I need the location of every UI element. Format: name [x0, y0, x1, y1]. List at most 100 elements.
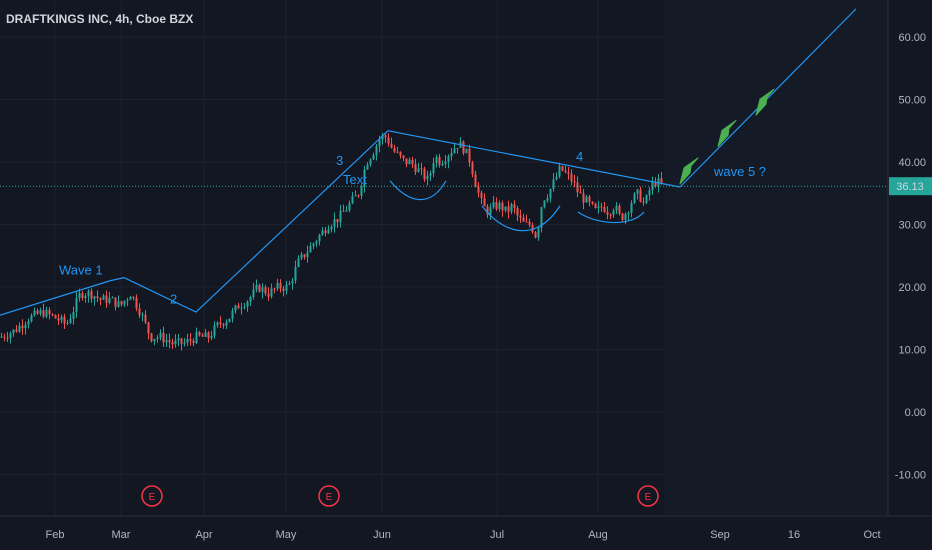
candle-body — [3, 336, 6, 338]
candle-body — [66, 322, 69, 324]
price-axis[interactable]: 60.00 50.00 40.00 30.00 20.00 10.00 0.00 -10.00 — [895, 32, 926, 482]
candle-body — [303, 254, 306, 258]
candle-body — [474, 174, 477, 187]
candle-body — [639, 189, 642, 202]
candle-body — [375, 146, 378, 155]
candle-body — [591, 201, 594, 204]
candle-body — [354, 195, 357, 197]
candle-body — [342, 210, 345, 212]
candle-body — [162, 332, 165, 343]
candle-body — [516, 207, 519, 216]
candle-body — [531, 224, 534, 233]
candle-body — [225, 321, 228, 326]
candle-body — [249, 297, 252, 302]
earnings-marker-label: E — [645, 492, 652, 503]
candle-body — [537, 227, 540, 238]
candle-body — [348, 203, 351, 211]
candle-body — [570, 173, 573, 182]
candle-body — [291, 280, 294, 284]
candle-body — [144, 314, 147, 323]
candle-body — [432, 163, 435, 174]
annotation-label: 2 — [170, 291, 177, 306]
candle-body — [30, 315, 33, 322]
candle-body — [402, 155, 405, 159]
candle-body — [540, 207, 543, 228]
drawings[interactable] — [0, 8, 857, 316]
x-tick-label: May — [276, 529, 297, 541]
candle-body — [468, 148, 471, 163]
candle-body — [15, 329, 18, 332]
bullish-arrow — [679, 157, 699, 185]
candle-body — [90, 290, 93, 299]
candle-body — [456, 147, 459, 149]
candle-body — [198, 332, 201, 336]
candle-body — [594, 203, 597, 208]
candle-body — [75, 297, 78, 312]
candle-body — [222, 324, 225, 326]
candle-body — [396, 151, 399, 153]
candle-body — [273, 288, 276, 290]
candle-body — [657, 178, 660, 186]
candle-body — [606, 211, 609, 215]
candle-body — [36, 310, 39, 314]
time-axis[interactable]: Feb Mar Apr May Jun Jul Aug Sep 16 Oct — [46, 529, 881, 541]
candle-body — [306, 252, 309, 258]
x-tick-label: Apr — [195, 529, 212, 541]
candle-body — [72, 311, 75, 319]
candle-body — [408, 159, 411, 165]
x-tick-label: Jul — [490, 529, 504, 541]
x-tick-label: Feb — [46, 529, 65, 541]
candle-body — [111, 297, 114, 299]
x-tick-label: Mar — [112, 529, 131, 541]
candle-body — [156, 337, 159, 339]
candle-body — [84, 296, 87, 299]
candle-body — [312, 243, 315, 246]
candle-body — [282, 288, 285, 291]
candle-body — [51, 314, 54, 316]
x-tick-label: Sep — [710, 529, 730, 541]
candle-body — [18, 325, 21, 332]
y-tick-label: 30.00 — [898, 220, 926, 232]
candle-body — [513, 204, 516, 208]
candle-body — [648, 190, 651, 196]
candle-body — [45, 309, 48, 317]
candle-body — [660, 178, 663, 184]
y-tick-label: -10.00 — [895, 470, 926, 482]
candle-body — [447, 156, 450, 162]
candle-body — [495, 202, 498, 209]
candle-body — [279, 283, 282, 289]
candle-body — [318, 235, 321, 242]
candle-body — [429, 173, 432, 176]
candle-body — [141, 314, 144, 316]
candle-body — [405, 158, 408, 165]
candle-body — [423, 168, 426, 180]
candle-body — [621, 213, 624, 220]
candle-body — [300, 254, 303, 259]
candle-body — [414, 164, 417, 173]
candle-body — [93, 296, 96, 299]
candle-body — [33, 310, 36, 316]
candle-body — [510, 204, 513, 212]
y-tick-label: 50.00 — [898, 95, 926, 107]
symbol-title[interactable]: DRAFTKINGS INC, 4h, Cboe BZX — [6, 12, 194, 26]
candle-body — [387, 137, 390, 144]
candle-body — [372, 154, 375, 160]
candle-body — [633, 193, 636, 204]
candle-body — [564, 170, 567, 173]
grid-lines — [0, 0, 888, 516]
candle-body — [309, 245, 312, 253]
candle-body — [285, 284, 288, 291]
candle-body — [192, 340, 195, 344]
candle-body — [630, 203, 633, 213]
candle-body — [177, 338, 180, 341]
candle-body — [573, 181, 576, 183]
candle-body — [528, 221, 531, 225]
x-tick-label: Oct — [863, 529, 880, 541]
candle-body — [330, 226, 333, 230]
candle-body — [519, 215, 522, 218]
candle-body — [171, 342, 174, 345]
candle-body — [189, 339, 192, 341]
candle-body — [450, 153, 453, 157]
